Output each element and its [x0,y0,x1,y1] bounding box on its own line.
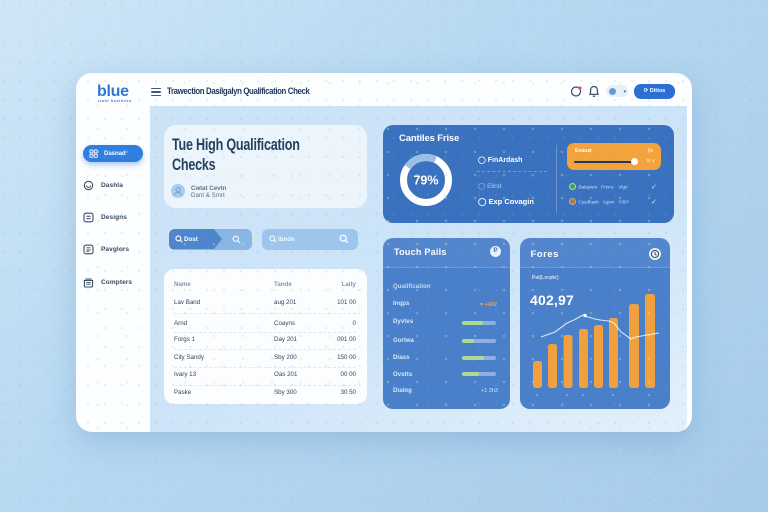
svg-text:79%: 79% [413,174,438,188]
